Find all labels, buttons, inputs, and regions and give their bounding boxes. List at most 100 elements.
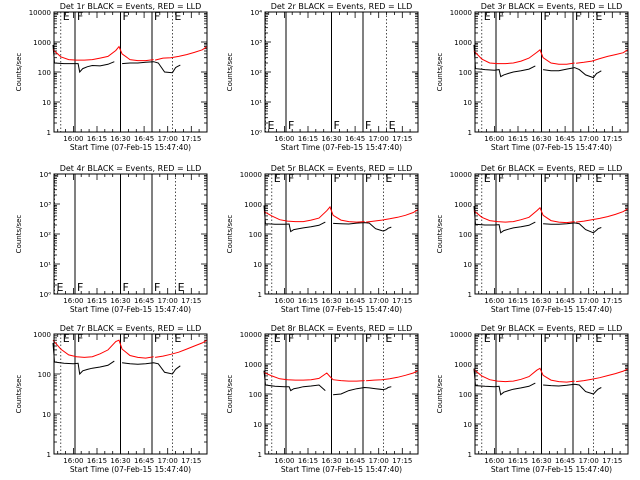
x-tick-label: 16:00 xyxy=(63,457,83,465)
flag-label: F xyxy=(544,172,550,185)
y-tick-label: 10¹ xyxy=(39,261,51,269)
flag-label: F xyxy=(575,332,581,345)
y-tick-label: 100 xyxy=(38,371,51,379)
y-tick-label: 1000 xyxy=(244,361,262,369)
flag-label: E xyxy=(57,281,64,294)
x-tick-label: 17:15 xyxy=(181,135,201,143)
y-tick-label: 10¹ xyxy=(250,99,262,107)
detector-panel-9: Det 9r BLACK = Events, RED = LLD 1 10 100 10… xyxy=(436,324,629,474)
y-tick-label: 1000 xyxy=(33,331,51,339)
flag-label: E xyxy=(63,10,70,23)
x-tick-label: 17:15 xyxy=(602,457,622,465)
x-tick-label: 16:30 xyxy=(321,135,341,143)
flag-label: F xyxy=(123,281,129,294)
panel-title: Det 5r BLACK = Events, RED = LLD xyxy=(271,164,413,173)
plot-frame xyxy=(53,11,208,133)
flag-label: F xyxy=(544,10,550,23)
series-black-line xyxy=(52,342,115,376)
flag-label: F xyxy=(334,172,340,185)
plot-frame xyxy=(264,333,419,455)
x-tick-label: 16:15 xyxy=(298,457,318,465)
flag-label: E xyxy=(595,10,602,23)
y-tick-label: 10² xyxy=(39,231,51,239)
y-tick-label: 10 xyxy=(42,411,51,419)
x-axis-title: Start Time (07-Feb-15 15:47:40) xyxy=(281,465,402,474)
x-tick-label: 16:30 xyxy=(531,135,551,143)
y-tick-label: 1 xyxy=(468,451,472,459)
x-tick-label: 16:15 xyxy=(87,135,107,143)
series-black-line xyxy=(543,222,602,234)
x-tick-label: 16:15 xyxy=(87,457,107,465)
y-tick-label: 10 xyxy=(463,261,472,269)
detector-panel-6: Det 6r BLACK = Events, RED = LLD 1 10 100 10… xyxy=(436,164,629,314)
x-tick-label: 16:15 xyxy=(298,297,318,305)
x-tick-label: 16:30 xyxy=(110,297,130,305)
flag-label: E xyxy=(178,281,185,294)
plot-frame xyxy=(474,11,629,133)
y-tick-label: 10⁰ xyxy=(39,291,51,299)
x-axis-title: Start Time (07-Feb-15 15:47:40) xyxy=(281,143,402,152)
detector-panel-3: Det 3r BLACK = Events, RED = LLD 1 10 100 10… xyxy=(436,2,629,152)
detector-panel-1: Det 1r BLACK = Events, RED = LLD 1 10 100 10… xyxy=(15,2,208,152)
x-tick-label: 16:45 xyxy=(134,297,154,305)
panel-title: Det 9r BLACK = Events, RED = LLD xyxy=(481,324,623,333)
y-tick-label: 10000 xyxy=(240,331,262,339)
panel-title: Det 2r BLACK = Events, RED = LLD xyxy=(271,2,413,11)
flag-label: F xyxy=(288,332,294,345)
series-red-line xyxy=(576,49,629,64)
x-tick-label: 16:30 xyxy=(110,135,130,143)
series-black-line xyxy=(263,370,326,392)
plot-frame xyxy=(474,173,629,295)
series-black-line xyxy=(473,44,536,78)
y-tick-label: 10³ xyxy=(250,39,262,47)
x-axis-title: Start Time (07-Feb-15 15:47:40) xyxy=(281,305,402,314)
y-tick-label: 100 xyxy=(459,231,472,239)
flag-label: F xyxy=(77,10,83,23)
y-tick-label: 100 xyxy=(38,69,51,77)
x-tick-label: 16:30 xyxy=(321,297,341,305)
flag-label: E xyxy=(274,332,281,345)
series-black-line xyxy=(263,205,326,233)
flag-label: F xyxy=(365,119,371,132)
y-tick-label: 10000 xyxy=(29,9,51,17)
x-tick-label: 16:30 xyxy=(531,457,551,465)
x-tick-label: 16:45 xyxy=(134,457,154,465)
x-tick-label: 17:15 xyxy=(181,457,201,465)
panel-title: Det 7r BLACK = Events, RED = LLD xyxy=(60,324,202,333)
series-red-line xyxy=(155,339,208,358)
y-tick-label: 10⁴ xyxy=(39,171,51,179)
series-red-line xyxy=(366,370,419,382)
x-tick-label: 16:15 xyxy=(508,297,528,305)
y-tick-label: 1 xyxy=(468,129,472,137)
y-axis-title: Counts/sec xyxy=(226,375,234,414)
plot-frame xyxy=(53,333,208,455)
series-black-line xyxy=(473,368,536,396)
detector-panel-5: Det 5r BLACK = Events, RED = LLD 1 10 100 10… xyxy=(226,164,419,314)
x-tick-label: 16:45 xyxy=(345,457,365,465)
series-red-line xyxy=(576,208,629,223)
panel-title: Det 8r BLACK = Events, RED = LLD xyxy=(271,324,413,333)
x-tick-label: 17:15 xyxy=(181,297,201,305)
series-black-line xyxy=(122,61,181,74)
x-tick-label: 17:15 xyxy=(392,135,412,143)
flag-label: E xyxy=(484,10,491,23)
flag-label: F xyxy=(288,119,294,132)
x-tick-label: 16:45 xyxy=(555,457,575,465)
y-tick-label: 10000 xyxy=(240,171,262,179)
flag-label: E xyxy=(174,332,181,345)
x-axis-title: Start Time (07-Feb-15 15:47:40) xyxy=(70,143,191,152)
flag-label: F xyxy=(575,172,581,185)
flag-label: F xyxy=(334,119,340,132)
x-tick-label: 17:00 xyxy=(158,135,178,143)
y-tick-label: 1 xyxy=(258,451,262,459)
x-axis-title: Start Time (07-Feb-15 15:47:40) xyxy=(491,143,612,152)
flag-label: F xyxy=(123,10,129,23)
y-tick-label: 100 xyxy=(249,231,262,239)
series-black-line xyxy=(333,222,392,232)
y-tick-label: 10⁴ xyxy=(250,9,262,17)
y-tick-label: 10⁰ xyxy=(250,129,262,137)
panel-title: Det 4r BLACK = Events, RED = LLD xyxy=(60,164,202,173)
x-axis-title: Start Time (07-Feb-15 15:47:40) xyxy=(491,465,612,474)
x-tick-label: 17:00 xyxy=(579,135,599,143)
flag-label: F xyxy=(77,332,83,345)
